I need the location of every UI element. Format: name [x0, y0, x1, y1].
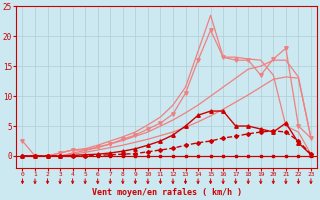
X-axis label: Vent moyen/en rafales ( km/h ): Vent moyen/en rafales ( km/h ): [92, 188, 242, 197]
